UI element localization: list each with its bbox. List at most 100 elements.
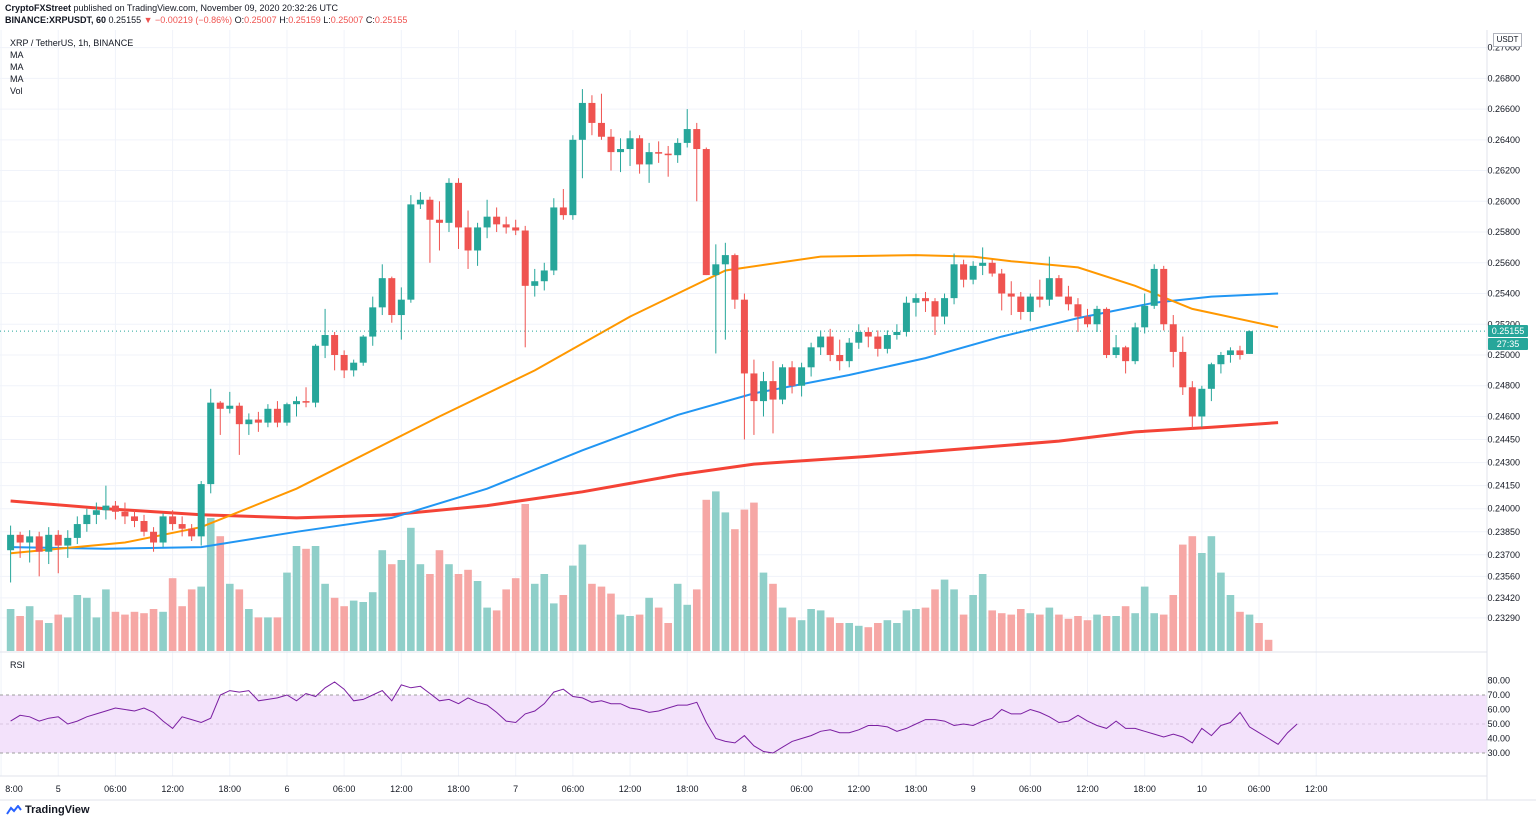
candle-body [902, 302, 910, 332]
change-arrow-icon: ▼ [143, 15, 153, 25]
candle-body [807, 347, 815, 368]
candle [540, 262, 548, 291]
candle [35, 531, 43, 577]
candle [750, 359, 758, 435]
time-tick-label: 12:00 [161, 784, 184, 794]
candle [655, 141, 663, 163]
currency-label[interactable]: USDT [1493, 33, 1522, 47]
candle [130, 510, 138, 528]
candle-body [512, 227, 520, 231]
candle [874, 330, 882, 357]
volume-bar [92, 617, 101, 651]
candle-body [102, 505, 110, 511]
candle-body [988, 262, 996, 274]
candle [597, 93, 605, 140]
candle-body [597, 122, 605, 137]
candle-body [674, 142, 682, 156]
candle-body [636, 138, 644, 165]
candle-body [369, 307, 377, 337]
candle [312, 344, 320, 408]
legend-title[interactable]: XRP / TetherUS, 1h, BINANCE [10, 38, 134, 48]
volume-bar [1074, 616, 1082, 651]
volume-bar [102, 589, 110, 651]
candle-body [264, 408, 272, 423]
volume-bar [473, 581, 482, 651]
candle [502, 216, 510, 234]
open-value: 0.25007 [244, 15, 277, 25]
candle-body [474, 227, 482, 251]
price-tick-label: 0.25400 [1487, 289, 1520, 299]
candle-body [836, 355, 844, 362]
volume-bar [807, 609, 815, 651]
candle-body [359, 336, 367, 363]
volume-bar [654, 607, 663, 651]
price-tick-label: 0.25800 [1487, 227, 1520, 237]
candle [302, 387, 310, 408]
candle [1036, 279, 1044, 308]
volume-bar [1036, 614, 1044, 651]
volume-bar [292, 546, 301, 651]
price-tick-label: 0.25600 [1487, 258, 1520, 268]
volume-bar [1026, 613, 1035, 651]
candle [1045, 256, 1053, 306]
candle-body [26, 536, 34, 543]
low-label: L: [323, 15, 331, 25]
legend-ma-2[interactable]: MA [10, 62, 24, 72]
rsi-label[interactable]: RSI [10, 660, 26, 670]
candle-body [874, 336, 882, 349]
candle-body [788, 367, 796, 386]
rsi-tick-label: 80.00 [1487, 676, 1510, 686]
candle [350, 359, 358, 377]
candle-body [540, 270, 548, 282]
candle [245, 413, 253, 435]
candle-body [655, 152, 663, 154]
legend-ma-1[interactable]: MA [10, 50, 24, 60]
volume-bar [1198, 553, 1206, 651]
time-tick-label: 06:00 [104, 784, 127, 794]
volume-bar [940, 579, 949, 651]
candle-body [216, 402, 224, 409]
publish-header: CryptoFXStreet published on TradingView.… [5, 3, 338, 14]
volume-bar [378, 550, 387, 651]
candle [1198, 385, 1206, 428]
candle-body [188, 528, 196, 537]
tradingview-logo[interactable]: TradingView [6, 804, 90, 816]
candle [1169, 315, 1177, 368]
countdown-tag: 27:35 [1488, 338, 1528, 350]
time-tick-label: 10 [1197, 784, 1207, 794]
price-tick-label: 0.25000 [1487, 350, 1520, 360]
candle [779, 364, 787, 405]
volume-bar [149, 609, 158, 651]
candle [397, 287, 405, 340]
candle-body [1198, 388, 1206, 417]
volume-bar [140, 613, 148, 651]
volume-bar [540, 574, 549, 651]
candle [702, 147, 710, 276]
time-tick-label: 8:00 [5, 784, 23, 794]
time-tick-label: 18:00 [447, 784, 470, 794]
candle-body [16, 534, 24, 543]
candle-body [817, 336, 825, 348]
candle-body [1007, 293, 1015, 297]
legend-ma-3[interactable]: MA [10, 74, 24, 84]
legend-volume[interactable]: Vol [10, 86, 23, 96]
candle-body [321, 335, 329, 346]
candle-body [1226, 350, 1234, 355]
volume-bar [864, 627, 873, 651]
publisher-name: CryptoFXStreet [5, 3, 72, 13]
candle-body [826, 336, 834, 355]
candle [941, 293, 949, 325]
volume-bar [197, 586, 205, 651]
volume-bar [1055, 614, 1063, 651]
candle-body [740, 299, 748, 374]
candle-body [254, 419, 262, 423]
volume-bar [788, 617, 796, 651]
candle [807, 342, 815, 377]
volume-bar [597, 586, 606, 651]
candle [588, 95, 596, 136]
candle [636, 135, 644, 174]
volume-bar [426, 574, 434, 651]
volume-bar [1102, 616, 1111, 651]
volume-bar [25, 606, 34, 651]
